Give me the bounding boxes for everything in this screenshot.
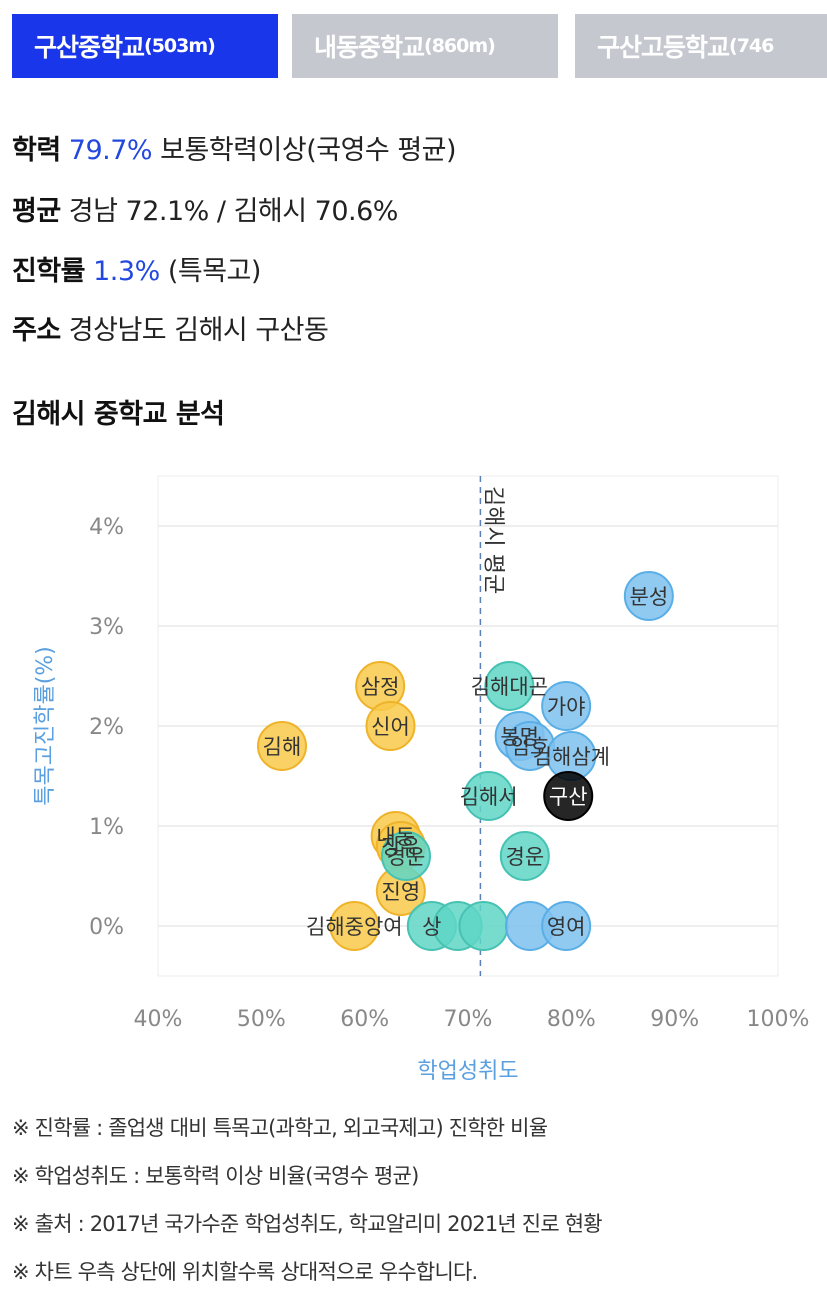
x-tick-label: 100% [747,1007,810,1032]
info-address: 주소 경상남도 김해시 구산동 [12,308,329,347]
data-label: 경운 [506,845,545,869]
data-point [463,771,514,821]
section-title: 김해시 중학교 분석 [12,399,225,430]
data-label: 상 [422,915,441,939]
data-point [623,571,674,621]
data-label: 김해서 [460,785,518,809]
tab-gusan-high[interactable]: 구산고등학교 (746 [575,14,827,78]
data-point [365,701,416,751]
data-point [257,721,307,771]
data-label: 삼정 [361,675,400,699]
y-tick-label: 1% [89,815,124,840]
rate-desc: (특목고) [167,256,262,287]
info-rate: 진학률 1.3% (특목고) [12,249,261,288]
ability-desc: 보통학력이상(국영수 평균) [160,135,457,166]
x-tick-label: 50% [237,1007,286,1032]
x-tick-label: 40% [134,1007,183,1032]
y-tick-label: 0% [89,915,124,940]
data-point [543,771,594,821]
scatter-chart: 0% 1% 2% 3% 4% 40% 50% 60% 70% 80% 90% 100% 학업성취도 특목고… [33,475,810,1084]
data-label: 신어 [371,715,410,739]
x-axis-title: 학업성취도 [417,1059,518,1084]
tab-name: 구산중학교 [34,33,145,62]
data-label: 장유 [382,835,421,859]
data-label: 내동 [376,825,415,849]
notes: ※ 진학률 : 졸업생 대비 특목고(과학고, 외고국제고) 진학한 비율 ※ … [12,1112,822,1304]
info-ability: 학력 79.7% 보통학력이상(국영수 평균) [12,128,457,167]
ability-value: 79.7% [68,135,153,166]
data-label: 봉명 [500,725,539,749]
data-label: 임호 [511,735,550,759]
data-label: 진영 [382,880,421,904]
y-tick-label: 4% [89,515,124,540]
address-label: 주소 [12,315,61,346]
rate-value: 1.3% [93,256,160,287]
data-label: 김해중앙여 [306,915,403,939]
y-tick-label: 3% [89,615,124,640]
tab-distance: (746 [729,35,774,57]
x-tick-label: 60% [340,1007,389,1032]
data-label: 영여 [547,915,586,939]
average-desc: 경남 72.1% / 김해시 70.6% [68,196,399,227]
address-desc: 경상남도 김해시 구산동 [68,315,329,346]
average-label: 평균 [12,196,61,227]
data-label: 김해대곤 [471,675,548,699]
data-label: 김해 [263,735,302,759]
tab-naedong-middle[interactable]: 내동중학교 (860m) [292,14,558,78]
rate-label: 진학률 [12,256,86,287]
data-point [458,901,509,951]
data-point [381,831,431,881]
tab-distance: (860m) [424,35,496,57]
data-label: 경운 [387,845,426,869]
data-label: 분성 [630,585,669,609]
tab-gusan-middle[interactable]: 구산중학교 (503m) [12,14,278,78]
data-label: 김해삼계 [533,745,610,769]
data-point [541,681,592,731]
data-point [329,901,380,951]
data-point [499,831,550,881]
x-tick-label: 80% [547,1007,596,1032]
info-average: 평균 경남 72.1% / 김해시 70.6% [12,189,398,228]
school-tabs: 구산중학교 (503m) 내동중학교 (860m) 구산고등학교 (746 [12,14,827,80]
y-axis-title: 특목고진학률(%) [33,646,58,806]
note-rate: ※ 진학률 : 졸업생 대비 특목고(과학고, 외고국제고) 진학한 비율 [12,1116,548,1140]
x-tick-label: 70% [444,1007,493,1032]
x-tick-label: 90% [650,1007,699,1032]
tab-name: 내동중학교 [314,33,425,62]
note-tip: ※ 차트 우측 상단에 위치할수록 상대적으로 우수합니다. [12,1260,478,1284]
reference-line-label: 김해시 평균 [480,486,505,594]
data-point [541,901,592,951]
data-label: 구산 [549,785,588,809]
tab-name: 구산고등학교 [597,33,730,62]
y-tick-label: 2% [89,715,124,740]
data-point [484,661,535,711]
data-label: 가야 [547,695,586,719]
ability-label: 학력 [12,135,61,166]
note-source: ※ 출처 : 2017년 국가수준 학업성취도, 학교알리미 2021년 진로 … [12,1212,603,1236]
note-achievement: ※ 학업성취도 : 보통학력 이상 비율(국영수 평균) [12,1164,419,1188]
tab-distance: (503m) [144,35,216,57]
